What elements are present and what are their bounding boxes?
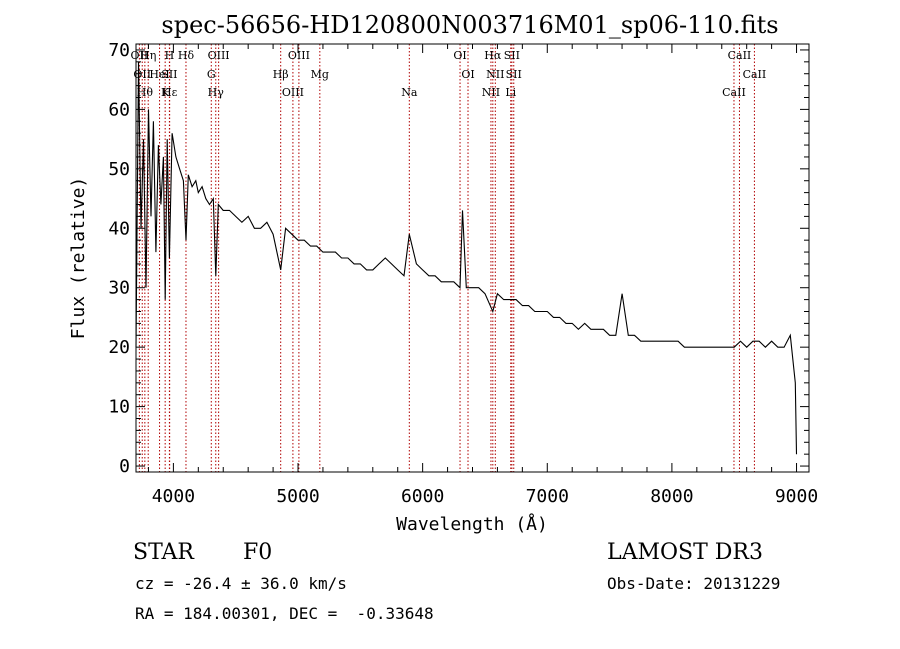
y-axis-label: Flux (relative) [68, 177, 89, 340]
line-label: G [207, 68, 216, 81]
x-tick-label: 8000 [650, 486, 693, 507]
line-label: CaII [743, 68, 767, 81]
spectral-line-markers [138, 44, 755, 472]
line-label: OI [453, 49, 466, 62]
line-label: OIII [282, 86, 304, 99]
chart-title: spec-56656-HD120800N003716M01_sp06-110.f… [161, 11, 778, 39]
line-label: CaII [722, 86, 746, 99]
line-label: Mg [311, 68, 329, 81]
line-label: HeI [149, 68, 169, 81]
object-class: STAR [133, 540, 194, 565]
coordinates: RA = 184.00301, DEC = -0.33648 [135, 604, 434, 623]
y-tick-label: 60 [108, 99, 130, 120]
y-tick-label: 10 [108, 397, 130, 418]
y-tick-label: 30 [108, 278, 130, 299]
line-label: CaII [728, 49, 752, 62]
spectral-line-labels: OIIOIIHθHηHeIKHSIIHεHδGHγOIIIHβOIIIOIIIM… [131, 49, 767, 99]
x-tick-label: 7000 [526, 486, 569, 507]
line-label: OI [461, 68, 474, 81]
line-label: Hθ [137, 86, 154, 99]
x-axis-ticks: 4000 5000 6000 7000 8000 9000 [147, 44, 818, 507]
line-label: SII [506, 68, 522, 81]
x-tick-label: 6000 [401, 486, 444, 507]
line-label: SII [504, 49, 520, 62]
line-label: H [165, 49, 175, 62]
line-label: Hδ [178, 49, 195, 62]
line-label: Hα [484, 49, 502, 62]
y-tick-label: 20 [108, 337, 130, 358]
y-axis-ticks: 0 10 20 30 40 50 60 70 [108, 40, 809, 477]
line-label: OIII [288, 49, 310, 62]
redshift-cz: cz = -26.4 ± 36.0 km/s [135, 574, 347, 593]
line-label: Hη [140, 49, 156, 62]
observation-date: Obs-Date: 20131229 [607, 574, 781, 593]
x-tick-label: 5000 [276, 486, 319, 507]
line-label: NII [486, 68, 504, 81]
line-label: Li [505, 86, 516, 99]
y-tick-label: 40 [108, 218, 130, 239]
y-tick-label: 0 [119, 456, 130, 477]
line-label: K [161, 86, 170, 99]
line-label: Na [401, 86, 418, 99]
line-label: OII [133, 68, 151, 81]
x-axis-label: Wavelength (Å) [396, 513, 548, 535]
line-label: OIII [208, 49, 230, 62]
plot-frame [135, 43, 810, 473]
line-label: SII [161, 68, 177, 81]
x-tick-label: 9000 [775, 486, 818, 507]
y-tick-label: 50 [108, 159, 130, 180]
survey-name: LAMOST DR3 [607, 540, 763, 565]
line-label: Hβ [273, 68, 289, 81]
line-label: NII [482, 86, 500, 99]
spectrum-line [135, 61, 798, 455]
x-tick-label: 4000 [152, 486, 195, 507]
y-tick-label: 70 [108, 40, 130, 61]
line-label: OII [131, 49, 149, 62]
line-label: Hγ [208, 86, 225, 99]
line-label: Hε [162, 86, 178, 99]
object-subclass: F0 [243, 540, 273, 565]
